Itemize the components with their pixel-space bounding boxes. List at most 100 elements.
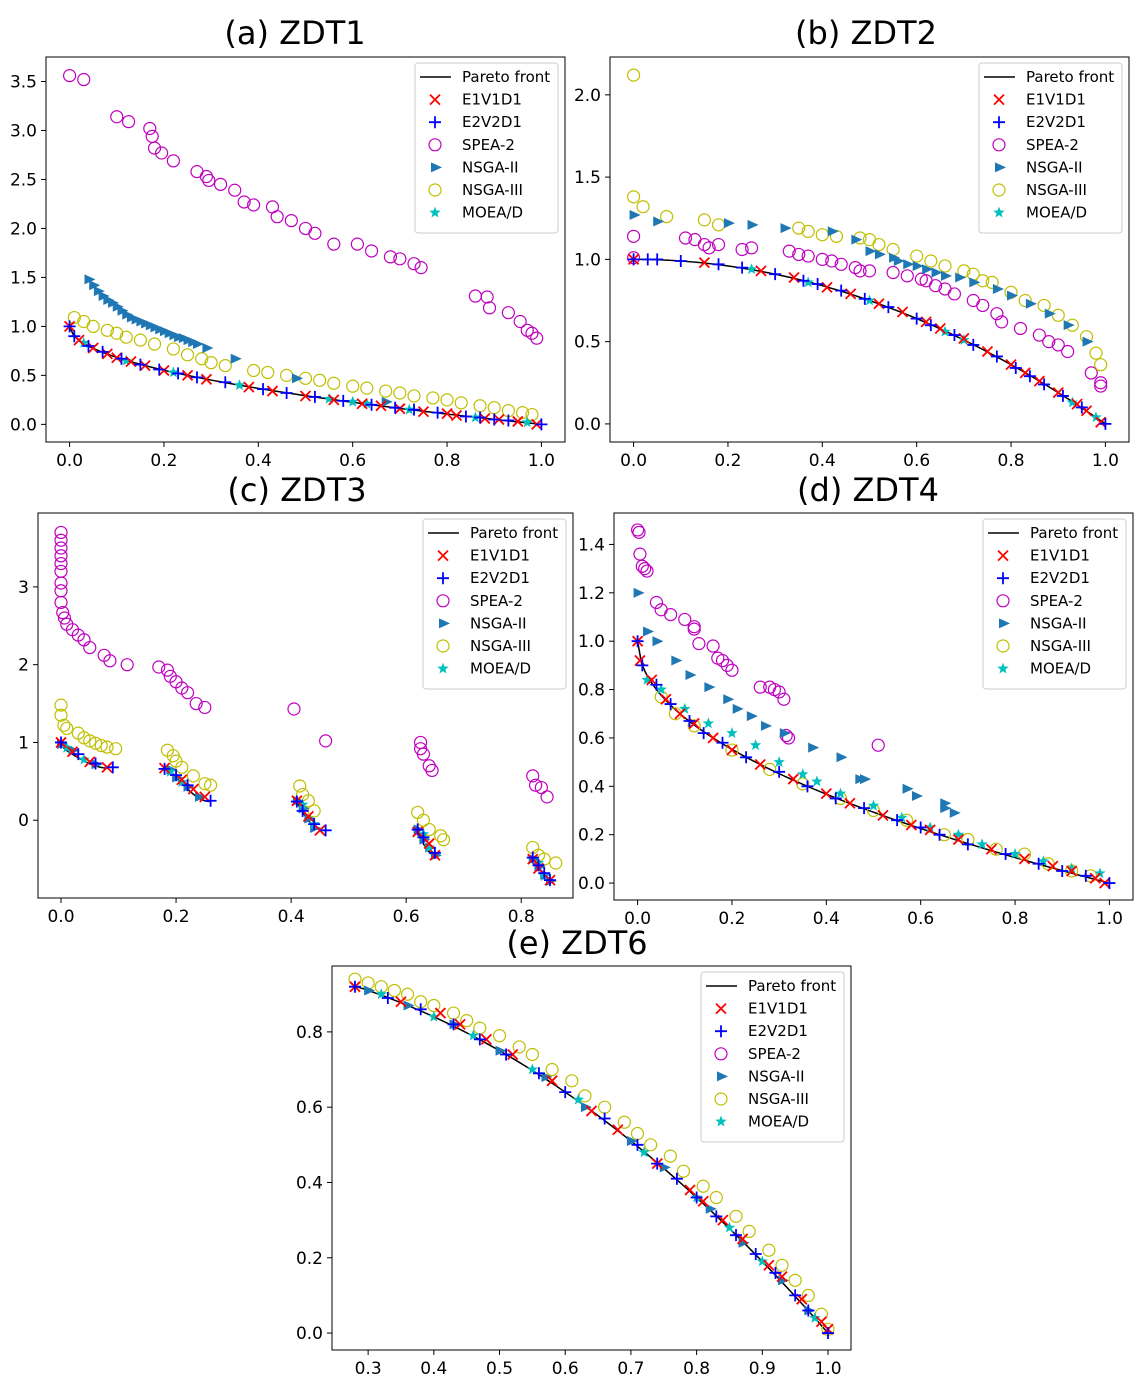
data-point <box>94 738 108 753</box>
data-point <box>809 1312 821 1323</box>
data-point <box>572 1093 585 1105</box>
data-point <box>100 323 114 337</box>
data-point <box>896 811 908 823</box>
data-point <box>502 414 515 427</box>
y-tick-label: 0.4 <box>578 777 605 797</box>
data-point <box>947 287 962 301</box>
data-point <box>428 1010 440 1022</box>
data-point <box>660 693 672 705</box>
data-point <box>792 221 806 235</box>
data-point <box>744 241 759 255</box>
data-point <box>985 275 999 290</box>
data-point <box>1037 298 1051 313</box>
data-point <box>787 773 799 785</box>
data-point <box>170 769 183 782</box>
data-point <box>115 352 128 365</box>
data-point <box>674 708 686 720</box>
data-point <box>541 1072 553 1083</box>
data-point <box>775 1258 789 1272</box>
data-point <box>934 322 946 335</box>
data-point <box>1095 416 1107 428</box>
data-point <box>428 846 441 859</box>
data-point <box>871 738 885 752</box>
data-point <box>284 214 298 228</box>
legend-marker <box>997 662 1009 674</box>
data-point <box>492 1029 507 1043</box>
data-point <box>292 373 304 384</box>
x-tick-label: 0.2 <box>718 909 745 929</box>
legend-label: MOEA/D <box>462 204 523 222</box>
data-point <box>515 406 530 420</box>
data-point <box>100 740 114 754</box>
data-point <box>1051 308 1065 322</box>
data-point <box>725 743 739 757</box>
x-tick-label: 0.7 <box>617 1359 644 1379</box>
data-point <box>902 783 914 794</box>
data-point <box>687 719 701 733</box>
data-point <box>580 1102 592 1113</box>
data-point <box>473 1033 486 1046</box>
data-point <box>910 249 924 263</box>
data-point <box>726 744 738 756</box>
data-point <box>219 376 232 389</box>
data-point <box>910 312 923 325</box>
data-point <box>1090 411 1102 423</box>
data-point <box>626 68 641 82</box>
data-point <box>702 717 715 729</box>
legend: Pareto front E1V1D1 E2V2D1 SPEA-2 NSGA-II NSG… <box>700 971 845 1143</box>
x-tick-label: 0.3 <box>355 1359 382 1379</box>
data-point <box>882 301 895 314</box>
data-point <box>417 405 430 418</box>
data-point <box>900 269 914 283</box>
data-point <box>120 658 134 672</box>
data-point <box>811 278 824 291</box>
y-tick-label: 1.2 <box>578 584 605 604</box>
data-point <box>955 272 967 283</box>
data-point <box>218 358 232 373</box>
data-point <box>835 284 848 297</box>
data-point <box>106 761 119 774</box>
data-point <box>687 622 701 636</box>
legend-marker <box>715 1002 727 1015</box>
data-point <box>89 757 102 770</box>
data-point <box>202 173 216 188</box>
data-point <box>287 702 301 716</box>
data-point <box>671 655 683 666</box>
data-point <box>644 1138 658 1152</box>
data-point <box>68 330 81 343</box>
data-point <box>199 169 214 184</box>
data-point <box>125 356 137 368</box>
legend-marker <box>715 1115 727 1127</box>
data-point <box>313 373 327 387</box>
legend-label: NSGA-III <box>1030 637 1091 655</box>
data-point <box>653 216 665 227</box>
legend-marker <box>436 594 450 608</box>
data-point <box>664 607 678 622</box>
legend-label: MOEA/D <box>470 660 531 678</box>
data-point <box>393 386 407 400</box>
y-tick-label: 3 <box>18 578 29 598</box>
data-point <box>247 363 261 378</box>
data-point <box>323 392 335 404</box>
data-point <box>924 821 936 833</box>
y-tick-label: 1.0 <box>578 632 605 652</box>
series-nsga-ii <box>633 587 961 818</box>
data-point <box>676 1164 691 1178</box>
data-point <box>612 1124 624 1136</box>
data-point <box>626 1136 638 1147</box>
y-tick-label: 3.5 <box>10 72 37 92</box>
data-point <box>873 298 885 310</box>
data-point <box>488 413 501 426</box>
data-point <box>735 242 749 257</box>
data-point <box>874 249 886 260</box>
data-point <box>664 698 677 711</box>
data-point <box>77 72 91 87</box>
data-point <box>526 769 540 783</box>
data-point <box>296 804 309 817</box>
data-point <box>436 833 451 847</box>
legend-marker <box>436 639 450 653</box>
data-point <box>158 364 170 377</box>
y-tick-label: 1.4 <box>578 535 605 555</box>
data-point <box>78 753 90 765</box>
